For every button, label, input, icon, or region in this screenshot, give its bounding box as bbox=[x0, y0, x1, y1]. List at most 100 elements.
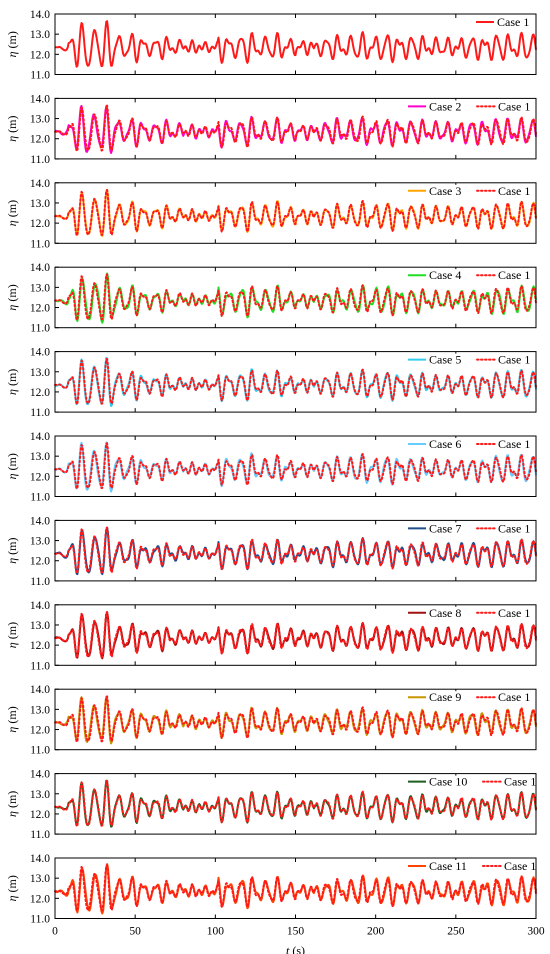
plot-frame bbox=[54, 351, 537, 413]
y-tick-label: 13.0 bbox=[30, 282, 50, 294]
panel-6: 11.0 12.0 13.0 14.0 Case 6 Case 1 η (m) bbox=[5, 431, 537, 504]
y-tick-label: 13.0 bbox=[30, 114, 50, 126]
y-tick-label: 12.0 bbox=[30, 134, 50, 146]
y-tick-label: 11.0 bbox=[30, 660, 50, 672]
y-tick-label: 12.0 bbox=[30, 303, 50, 315]
series-line-case-1 bbox=[54, 526, 537, 575]
y-tick-label: 13.0 bbox=[30, 704, 50, 716]
legend-label: Case 6 bbox=[429, 437, 461, 451]
y-axis-label: η (m) bbox=[5, 116, 19, 142]
y-tick-label: 14.0 bbox=[30, 9, 50, 21]
panel-7: 11.0 12.0 13.0 14.0 Case 7 Case 1 η (m) bbox=[5, 515, 537, 588]
y-axis-label: η (m) bbox=[5, 453, 19, 479]
series-line-case-1 bbox=[54, 20, 537, 68]
plot-frame bbox=[54, 266, 537, 329]
series-line-case-1 bbox=[54, 273, 537, 321]
y-tick-label: 14.0 bbox=[30, 515, 50, 527]
y-tick-label: 11.0 bbox=[30, 154, 50, 166]
legend-background bbox=[405, 522, 533, 538]
y-axis-label: η (m) bbox=[5, 875, 19, 901]
legend-label: Case 1 bbox=[498, 606, 530, 620]
panel-10: 11.0 12.0 13.0 14.0 Case 10 Case 1 η (m) bbox=[5, 769, 537, 841]
plot-frame bbox=[54, 182, 537, 244]
y-tick-label: 13.0 bbox=[30, 873, 50, 885]
y-axis-label: η (m) bbox=[5, 31, 19, 57]
legend-label: Case 1 bbox=[497, 15, 529, 29]
legend-background bbox=[405, 269, 533, 285]
panel-9: 11.0 12.0 13.0 14.0 Case 9 Case 1 η (m) bbox=[5, 684, 537, 757]
panel-3: 11.0 12.0 13.0 14.0 Case 3 Case 1 η (m) bbox=[5, 178, 537, 250]
series-line-case-1 bbox=[54, 357, 537, 406]
series-line-case-1 bbox=[54, 442, 537, 490]
y-tick-label: 13.0 bbox=[30, 620, 50, 632]
x-tick-label: 300 bbox=[527, 926, 545, 938]
series-line-case-1 bbox=[54, 189, 537, 237]
legend-label: Case 10 bbox=[429, 775, 467, 789]
legend-background bbox=[405, 100, 533, 116]
x-tick-label: 0 bbox=[52, 926, 58, 938]
y-axis-label: η (m) bbox=[5, 791, 19, 817]
legend-label: Case 1 bbox=[504, 775, 536, 789]
y-tick-label: 13.0 bbox=[30, 536, 50, 548]
legend-label: Case 1 bbox=[498, 99, 530, 113]
y-tick-label: 11.0 bbox=[30, 70, 50, 82]
legend-label: Case 1 bbox=[498, 353, 530, 367]
legend-label: Case 7 bbox=[429, 521, 461, 535]
legend-label: Case 1 bbox=[498, 521, 530, 535]
plot-frame bbox=[54, 773, 537, 835]
y-axis-label: η (m) bbox=[5, 369, 19, 395]
legend-label: Case 1 bbox=[498, 437, 530, 451]
plot-frame bbox=[54, 604, 537, 666]
x-tick-label: 150 bbox=[287, 926, 305, 938]
panel-2: 11.0 12.0 13.0 14.0 Case 2 Case 1 η (m) bbox=[5, 93, 537, 166]
y-tick-label: 13.0 bbox=[30, 29, 50, 41]
panel-5: 11.0 12.0 13.0 14.0 Case 5 Case 1 η (m) bbox=[5, 347, 537, 419]
y-tick-label: 13.0 bbox=[30, 198, 50, 210]
y-tick-label: 12.0 bbox=[30, 809, 50, 821]
legend-label: Case 11 bbox=[429, 859, 467, 873]
series-line-case-1 bbox=[54, 695, 537, 743]
y-axis-label: η (m) bbox=[5, 200, 19, 226]
legend-label: Case 3 bbox=[429, 184, 461, 198]
plot-frame bbox=[54, 857, 537, 919]
legend-label: Case 9 bbox=[429, 690, 461, 704]
y-tick-label: 14.0 bbox=[30, 93, 50, 105]
y-axis-label: η (m) bbox=[5, 284, 19, 310]
legend-label: Case 8 bbox=[429, 606, 461, 620]
y-tick-label: 13.0 bbox=[30, 451, 50, 463]
panel-4: 11.0 12.0 13.0 14.0 Case 4 Case 1 η (m) bbox=[5, 262, 537, 335]
legend-label: Case 2 bbox=[429, 99, 461, 113]
legend-background bbox=[405, 184, 533, 200]
y-tick-label: 14.0 bbox=[30, 853, 50, 865]
plot-frame bbox=[54, 97, 537, 160]
legend-background bbox=[405, 606, 533, 622]
y-axis-label: η (m) bbox=[5, 706, 19, 732]
y-tick-label: 14.0 bbox=[30, 262, 50, 274]
legend-label: Case 1 bbox=[498, 268, 530, 282]
y-axis-label: η (m) bbox=[5, 622, 19, 648]
y-tick-label: 12.0 bbox=[30, 893, 50, 905]
y-tick-label: 11.0 bbox=[30, 745, 50, 757]
y-tick-label: 11.0 bbox=[30, 407, 50, 419]
y-tick-label: 11.0 bbox=[30, 238, 50, 250]
y-tick-label: 12.0 bbox=[30, 471, 50, 483]
legend-label: Case 5 bbox=[429, 353, 461, 367]
y-tick-label: 11.0 bbox=[30, 829, 50, 841]
y-tick-label: 11.0 bbox=[30, 323, 50, 335]
legend-background bbox=[405, 775, 533, 791]
legend-background bbox=[405, 860, 533, 875]
legend-label: Case 1 bbox=[498, 690, 530, 704]
plot-frame bbox=[54, 688, 537, 751]
x-tick-label: 50 bbox=[129, 926, 141, 938]
panel-1: 11.0 12.0 13.0 14.0 Case 1 η (m) bbox=[5, 9, 537, 82]
x-tick-label: 100 bbox=[207, 926, 225, 938]
legend-background bbox=[405, 438, 533, 453]
plot-frame bbox=[54, 519, 537, 582]
plot-frame bbox=[54, 435, 537, 497]
y-tick-label: 11.0 bbox=[30, 492, 50, 504]
y-tick-label: 12.0 bbox=[30, 49, 50, 61]
legend-background bbox=[472, 16, 534, 31]
x-tick-label: 200 bbox=[367, 926, 385, 938]
y-tick-label: 14.0 bbox=[30, 684, 50, 696]
